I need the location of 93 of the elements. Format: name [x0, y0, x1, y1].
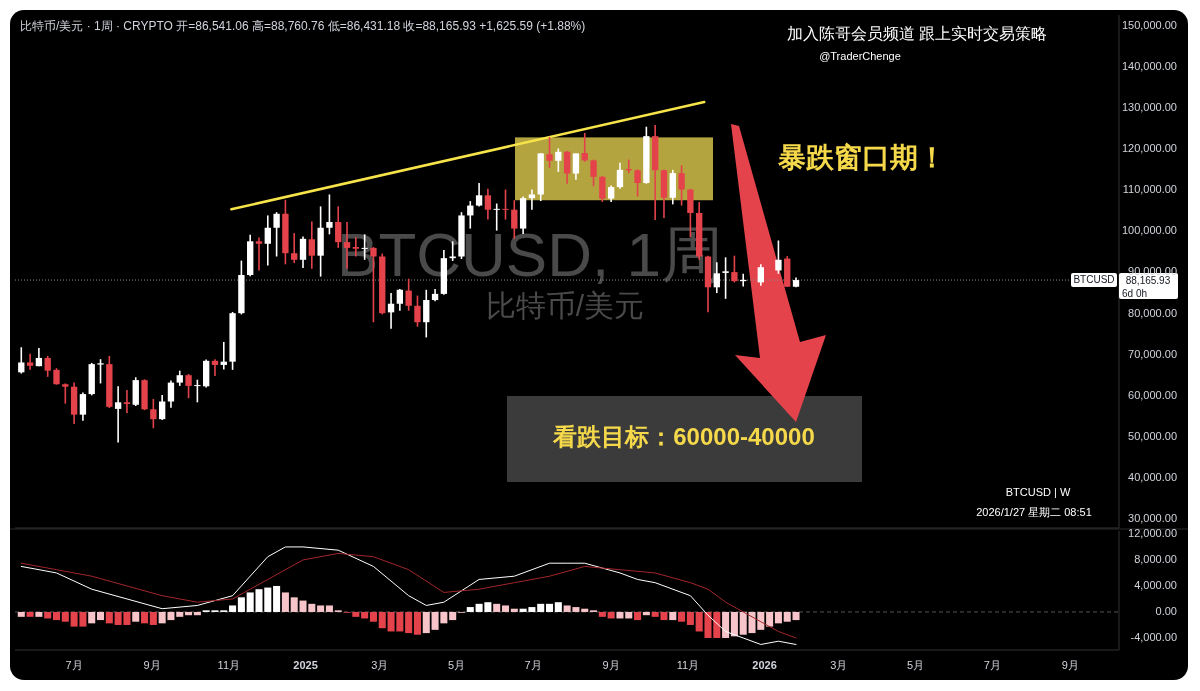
- bar: [26, 611, 34, 617]
- annotation: BTCUSD | W: [1005, 485, 1071, 498]
- bar: [686, 611, 694, 625]
- bar: [17, 611, 25, 617]
- y-tick-label: 100,000.00: [1121, 224, 1177, 237]
- bar: [616, 611, 624, 619]
- bar: [35, 611, 43, 617]
- bar: [193, 611, 201, 616]
- y-tick-label: 60,000.00: [1128, 388, 1177, 401]
- bar: [413, 611, 421, 635]
- text: 比特币/美元 · 1周 · CRYPTO 开=86,541.06 高=88,760.76 低=86,431.18 收=88,165.93 +1,625.59 (+1.88%): [20, 19, 586, 34]
- bar: [766, 611, 774, 627]
- y-tick-label: 150,000.00: [1121, 19, 1177, 31]
- text: 88,165.93: [1125, 274, 1171, 286]
- annotation: 比特币/美元: [485, 288, 645, 322]
- bar: [554, 602, 562, 612]
- bar: [510, 608, 518, 612]
- bar: [466, 607, 474, 612]
- y-tick-label: 120,000.00: [1121, 142, 1177, 155]
- bar: [774, 611, 782, 624]
- bar: [44, 611, 52, 619]
- bar: [422, 611, 430, 634]
- bar: [61, 611, 69, 622]
- bar: [493, 603, 501, 612]
- x-tick-label: 3月: [830, 658, 848, 671]
- x-tick-label: 5月: [447, 658, 466, 671]
- bar: [361, 611, 369, 619]
- y-tick-label: 12,000.00: [1128, 526, 1177, 539]
- y-tick-label: -4,000.00: [1130, 630, 1177, 643]
- bar: [369, 611, 377, 622]
- bar: [669, 611, 677, 621]
- bar: [317, 605, 325, 612]
- y-tick-label: 80,000.00: [1128, 306, 1177, 319]
- bar: [52, 611, 61, 621]
- x-tick-label: 2025: [293, 658, 318, 671]
- bar: [141, 611, 149, 624]
- bar: [501, 605, 510, 612]
- y-tick-label: 50,000.00: [1128, 429, 1177, 442]
- bar: [132, 611, 140, 622]
- x-tick-label: 11月: [217, 658, 241, 671]
- bar: [449, 611, 457, 621]
- bar: [678, 611, 686, 622]
- x-tick-label: 7月: [65, 658, 83, 671]
- bar: [546, 603, 554, 612]
- y-tick-label: 130,000.00: [1121, 101, 1177, 114]
- bar: [97, 611, 105, 621]
- x-tick-label: 9月: [602, 658, 620, 671]
- bar: [325, 605, 333, 612]
- bar: [581, 608, 589, 612]
- bar: [598, 611, 606, 617]
- bar: [730, 611, 738, 637]
- bar: [88, 611, 96, 624]
- bar: [405, 611, 413, 634]
- y-tick-label: 4,000.00: [1134, 578, 1177, 591]
- x-tick-label: 3月: [371, 658, 389, 671]
- bar: [634, 611, 642, 621]
- annotation: 2026/1/27 星期二 08:51: [976, 505, 1092, 518]
- x-tick-label: 11月: [676, 658, 700, 671]
- ref-line-label: BTCUSD: [1073, 273, 1115, 285]
- x-tick-label: 5月: [906, 658, 925, 671]
- annotation: 加入陈哥会员频道 跟上实时交易策略: [786, 25, 1048, 43]
- x-tick-label: 7月: [983, 658, 1001, 671]
- bar: [722, 611, 730, 638]
- bar: [229, 605, 237, 612]
- bar: [378, 611, 386, 629]
- text: 6d 0h: [1122, 287, 1148, 299]
- bar: [176, 611, 184, 617]
- x-tick-label: 7月: [524, 658, 542, 671]
- bar: [792, 611, 800, 621]
- y-tick-label: 0.00: [1155, 604, 1177, 617]
- annotation: @TraderChenge: [819, 49, 901, 62]
- y-tick-label: 140,000.00: [1121, 60, 1177, 73]
- y-tick-label: 40,000.00: [1128, 470, 1177, 483]
- bar: [783, 611, 791, 622]
- bar: [281, 592, 289, 612]
- x-tick-label: 2026: [752, 658, 777, 671]
- bar: [625, 611, 633, 619]
- bar: [149, 611, 157, 625]
- y-tick-label: 30,000.00: [1128, 511, 1177, 524]
- bar: [273, 585, 281, 612]
- y-tick-label: 70,000.00: [1128, 347, 1177, 360]
- bar: [537, 603, 545, 612]
- y-tick-label: 8,000.00: [1134, 552, 1177, 565]
- bar: [237, 597, 245, 612]
- annotation: 暴跌窗口期！: [777, 142, 946, 174]
- bar: [105, 611, 113, 624]
- bar: [607, 611, 615, 619]
- x-tick-label: 9月: [143, 658, 161, 671]
- annotation: 看跌目标：60000-40000: [552, 423, 815, 451]
- bar: [642, 611, 650, 616]
- x-tick-label: 9月: [1061, 658, 1079, 671]
- bar: [185, 611, 193, 616]
- y-tick-label: 110,000.00: [1122, 183, 1177, 196]
